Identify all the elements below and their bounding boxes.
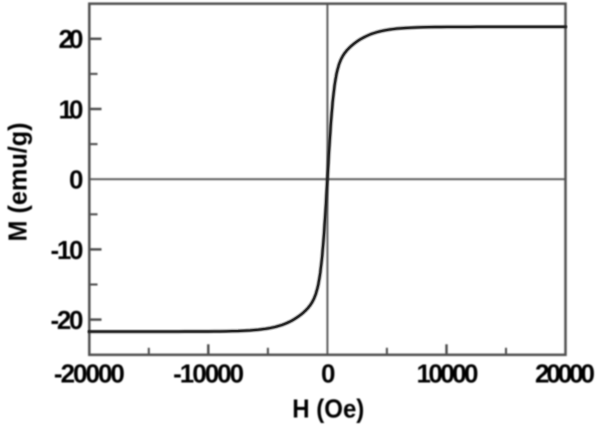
svg-text:H (Oe): H (Oe) <box>292 393 364 423</box>
svg-text:10000: 10000 <box>417 359 479 389</box>
svg-text:20000: 20000 <box>535 359 595 389</box>
svg-text:0: 0 <box>321 359 335 389</box>
svg-text:0: 0 <box>69 165 83 195</box>
svg-text:-20000: -20000 <box>54 359 125 389</box>
svg-text:20: 20 <box>59 24 84 54</box>
svg-text:-10: -10 <box>51 235 84 265</box>
svg-text:M (emu/g): M (emu/g) <box>3 123 33 242</box>
svg-text:-20: -20 <box>51 305 84 335</box>
svg-text:-10000: -10000 <box>173 359 244 389</box>
svg-text:10: 10 <box>59 94 84 124</box>
